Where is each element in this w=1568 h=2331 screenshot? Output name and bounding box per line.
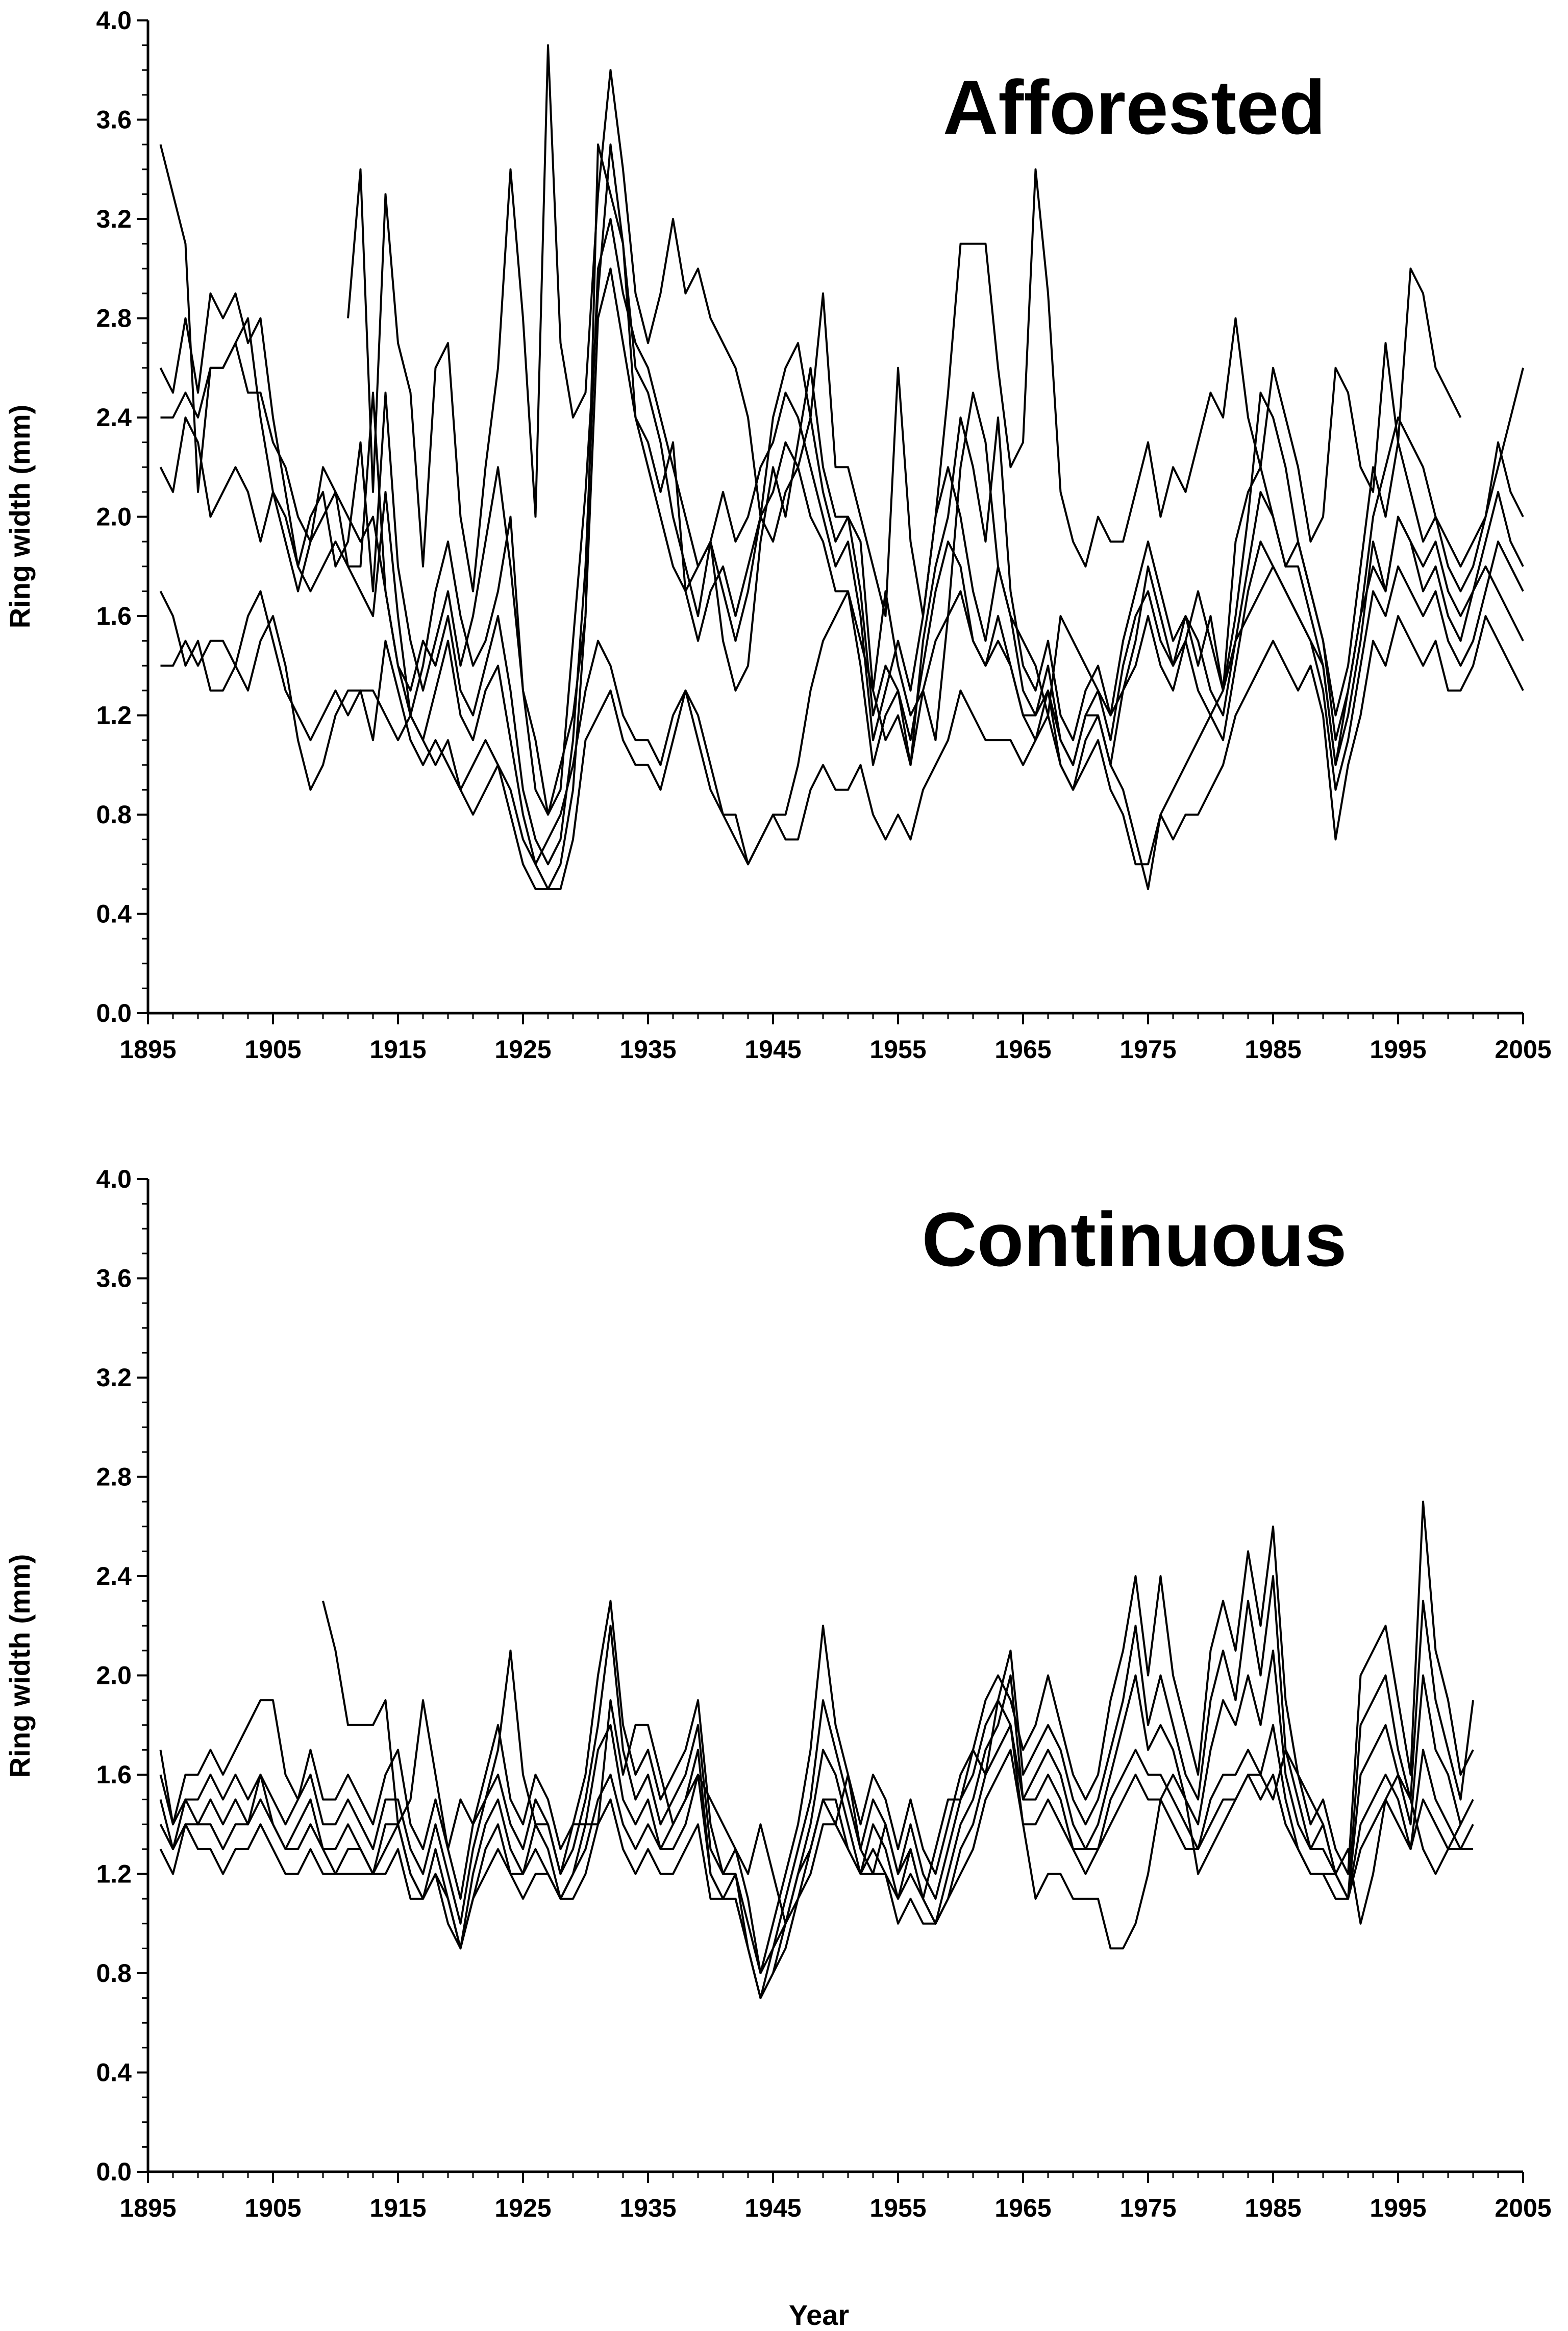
x-tick-label: 1965 bbox=[994, 1035, 1051, 1064]
y-tick-label: 0.8 bbox=[96, 800, 132, 829]
y-tick-label: 1.2 bbox=[96, 1860, 132, 1888]
series-line-5 bbox=[159, 1749, 1473, 1999]
x-axis-title-continuous: Year bbox=[789, 2299, 849, 2331]
continuous-panel: Continuous Ring width (mm) Year 0.00.40.… bbox=[4, 1165, 1552, 2331]
x-tick-label: 1995 bbox=[1370, 2194, 1426, 2222]
axes-continuous: 0.0 0.4 0.8 1.2 1.6 2.0 2.4 2.8 3.2 3.6 4.0 1895 190… bbox=[96, 1165, 1551, 2222]
x-tick-label: 1955 bbox=[869, 1035, 926, 1064]
y-tick-label: 2.4 bbox=[96, 1562, 132, 1590]
series-lines-continuous bbox=[159, 1501, 1474, 1999]
y-tick-label: 2.0 bbox=[96, 503, 132, 531]
y-tick-label: 0.0 bbox=[96, 999, 132, 1027]
series-line-2 bbox=[159, 1575, 1474, 1974]
y-tick-label: 3.6 bbox=[96, 1264, 132, 1293]
x-tick-label: 2005 bbox=[1495, 1035, 1551, 1064]
x-tick-label: 1965 bbox=[994, 2194, 1051, 2222]
x-tick-label: 1905 bbox=[244, 2194, 301, 2222]
y-tick-label: 0.4 bbox=[96, 900, 132, 928]
panel-title-afforested: Afforested bbox=[943, 64, 1326, 150]
x-tick-label: 1975 bbox=[1119, 1035, 1176, 1064]
y-tick-label: 3.6 bbox=[96, 106, 132, 134]
y-tick-label: 3.2 bbox=[96, 1363, 132, 1392]
y-axis-title-afforested: Ring width (mm) bbox=[4, 405, 36, 629]
y-tick-label: 4.0 bbox=[96, 1165, 132, 1193]
x-tick-label: 1935 bbox=[619, 1035, 676, 1064]
series-line-2 bbox=[159, 143, 1524, 816]
axes-afforested: 0.0 0.4 0.8 1.2 1.6 2.0 2.4 2.8 3.2 3.6 4.0 1895 190… bbox=[96, 6, 1551, 1064]
series-line-3 bbox=[159, 1649, 1474, 1999]
y-tick-label: 2.0 bbox=[96, 1661, 132, 1690]
y-tick-label: 0.4 bbox=[96, 2058, 132, 2087]
series-line-4 bbox=[159, 1724, 1474, 1999]
y-tick-label: 0.0 bbox=[96, 2157, 132, 2186]
x-tick-label: 1935 bbox=[619, 2194, 676, 2222]
x-tick-label: 1905 bbox=[244, 1035, 301, 1064]
x-tick-label: 1975 bbox=[1119, 2194, 1176, 2222]
x-tick-label: 2005 bbox=[1495, 2194, 1551, 2222]
series-line-5 bbox=[159, 591, 1524, 890]
series-line-1 bbox=[159, 143, 1524, 816]
y-tick-label: 0.8 bbox=[96, 1959, 132, 1988]
y-tick-label: 1.6 bbox=[96, 602, 132, 630]
series-line-7 bbox=[347, 44, 1462, 617]
x-tick-label: 1985 bbox=[1245, 1035, 1301, 1064]
y-tick-label: 3.2 bbox=[96, 205, 132, 233]
series-lines-afforested bbox=[159, 44, 1524, 890]
y-tick-label: 4.0 bbox=[96, 6, 132, 35]
x-tick-label: 1945 bbox=[744, 2194, 801, 2222]
panel-title-continuous: Continuous bbox=[922, 1196, 1347, 1282]
x-tick-label: 1985 bbox=[1245, 2194, 1301, 2222]
x-tick-label: 1895 bbox=[119, 2194, 176, 2222]
series-line-1 bbox=[159, 1501, 1474, 1974]
x-tick-label: 1955 bbox=[869, 2194, 926, 2222]
afforested-panel: Afforested Ring width (mm) 0.0 0.4 0.8 1.2 1… bbox=[4, 6, 1552, 1064]
y-tick-label: 1.2 bbox=[96, 701, 132, 730]
x-tick-label: 1915 bbox=[369, 2194, 426, 2222]
y-tick-label: 2.8 bbox=[96, 1463, 132, 1491]
x-tick-label: 1995 bbox=[1370, 1035, 1426, 1064]
series-line-6 bbox=[322, 1601, 1462, 1950]
y-tick-label: 1.6 bbox=[96, 1760, 132, 1789]
x-tick-label: 1925 bbox=[494, 2194, 551, 2222]
x-tick-label: 1945 bbox=[744, 1035, 801, 1064]
x-tick-label: 1925 bbox=[494, 1035, 551, 1064]
series-line-4 bbox=[159, 267, 1524, 890]
series-line-3 bbox=[160, 218, 1524, 866]
y-tick-label: 2.8 bbox=[96, 304, 132, 333]
x-tick-label: 1915 bbox=[369, 1035, 426, 1064]
series-line-6 bbox=[160, 516, 1524, 890]
y-axis-title-continuous: Ring width (mm) bbox=[4, 1554, 36, 1778]
x-tick-label: 1895 bbox=[119, 1035, 176, 1064]
y-tick-label: 2.4 bbox=[96, 403, 132, 432]
